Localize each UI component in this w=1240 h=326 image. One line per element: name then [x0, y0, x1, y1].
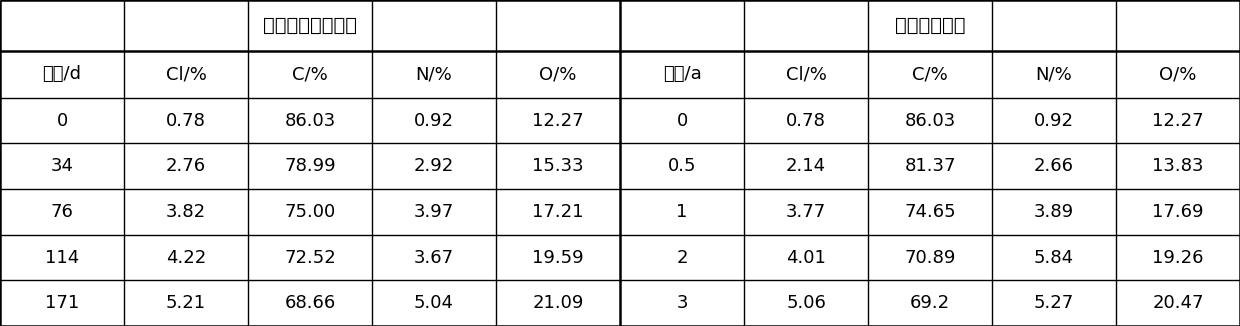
Text: 19.26: 19.26 [1152, 248, 1204, 267]
Text: 2.76: 2.76 [166, 157, 206, 175]
Text: 12.27: 12.27 [532, 111, 584, 130]
Text: 5.04: 5.04 [414, 294, 454, 312]
Text: N/%: N/% [1035, 65, 1073, 83]
Text: 库房贮存试验: 库房贮存试验 [895, 16, 965, 35]
Text: 17.21: 17.21 [532, 203, 584, 221]
Text: 86.03: 86.03 [284, 111, 336, 130]
Text: 0: 0 [56, 111, 68, 130]
Text: 81.37: 81.37 [904, 157, 956, 175]
Text: C/%: C/% [293, 65, 327, 83]
Text: 19.59: 19.59 [532, 248, 584, 267]
Text: 78.99: 78.99 [284, 157, 336, 175]
Text: 13.83: 13.83 [1152, 157, 1204, 175]
Text: 86.03: 86.03 [904, 111, 956, 130]
Text: Cl/%: Cl/% [786, 65, 826, 83]
Text: 17.69: 17.69 [1152, 203, 1204, 221]
Text: 75.00: 75.00 [284, 203, 336, 221]
Text: 15.33: 15.33 [532, 157, 584, 175]
Text: 114: 114 [45, 248, 79, 267]
Text: 70.89: 70.89 [904, 248, 956, 267]
Text: 4.01: 4.01 [786, 248, 826, 267]
Text: 2.14: 2.14 [786, 157, 826, 175]
Text: 时间/d: 时间/d [42, 65, 82, 83]
Text: 3: 3 [676, 294, 688, 312]
Text: 5.27: 5.27 [1034, 294, 1074, 312]
Text: 5.21: 5.21 [166, 294, 206, 312]
Text: 2: 2 [676, 248, 688, 267]
Text: 72.52: 72.52 [284, 248, 336, 267]
Text: 1: 1 [676, 203, 688, 221]
Text: 12.27: 12.27 [1152, 111, 1204, 130]
Text: 0.92: 0.92 [414, 111, 454, 130]
Text: 68.66: 68.66 [284, 294, 336, 312]
Text: 5.84: 5.84 [1034, 248, 1074, 267]
Text: 76: 76 [51, 203, 73, 221]
Text: 3.77: 3.77 [786, 203, 826, 221]
Text: 21.09: 21.09 [532, 294, 584, 312]
Text: 34: 34 [51, 157, 73, 175]
Text: 自然环境加速试验: 自然环境加速试验 [263, 16, 357, 35]
Text: 0.92: 0.92 [1034, 111, 1074, 130]
Text: 0.78: 0.78 [786, 111, 826, 130]
Text: 5.06: 5.06 [786, 294, 826, 312]
Text: 171: 171 [45, 294, 79, 312]
Text: Cl/%: Cl/% [166, 65, 206, 83]
Text: 时间/a: 时间/a [662, 65, 702, 83]
Text: 3.89: 3.89 [1034, 203, 1074, 221]
Text: 3.97: 3.97 [414, 203, 454, 221]
Text: 3.67: 3.67 [414, 248, 454, 267]
Text: 74.65: 74.65 [904, 203, 956, 221]
Text: 3.82: 3.82 [166, 203, 206, 221]
Text: 20.47: 20.47 [1152, 294, 1204, 312]
Text: 0.78: 0.78 [166, 111, 206, 130]
Text: 2.92: 2.92 [414, 157, 454, 175]
Text: N/%: N/% [415, 65, 453, 83]
Text: 69.2: 69.2 [910, 294, 950, 312]
Text: 0: 0 [676, 111, 688, 130]
Text: 2.66: 2.66 [1034, 157, 1074, 175]
Text: C/%: C/% [913, 65, 947, 83]
Text: 4.22: 4.22 [166, 248, 206, 267]
Text: O/%: O/% [539, 65, 577, 83]
Text: 0.5: 0.5 [668, 157, 696, 175]
Text: O/%: O/% [1159, 65, 1197, 83]
